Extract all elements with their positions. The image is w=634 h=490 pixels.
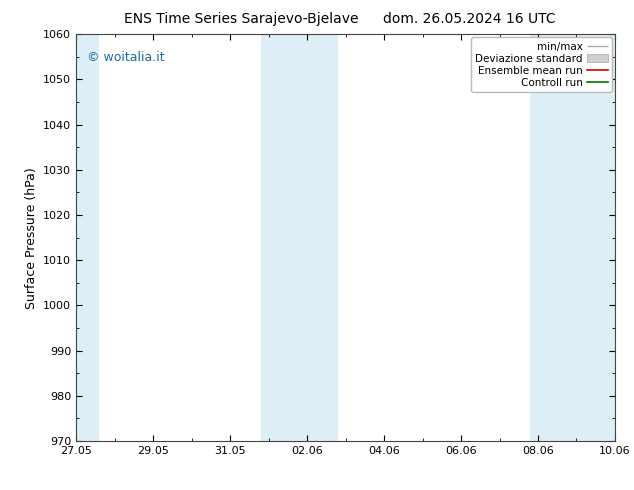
Text: © woitalia.it: © woitalia.it xyxy=(87,50,164,64)
Legend: min/max, Deviazione standard, Ensemble mean run, Controll run: min/max, Deviazione standard, Ensemble m… xyxy=(471,37,612,92)
Y-axis label: Surface Pressure (hPa): Surface Pressure (hPa) xyxy=(25,167,37,309)
Bar xyxy=(68,34,99,441)
Text: ENS Time Series Sarajevo-Bjelave: ENS Time Series Sarajevo-Bjelave xyxy=(124,12,358,26)
Text: dom. 26.05.2024 16 UTC: dom. 26.05.2024 16 UTC xyxy=(383,12,555,26)
Bar xyxy=(530,34,623,441)
Bar xyxy=(261,34,338,441)
